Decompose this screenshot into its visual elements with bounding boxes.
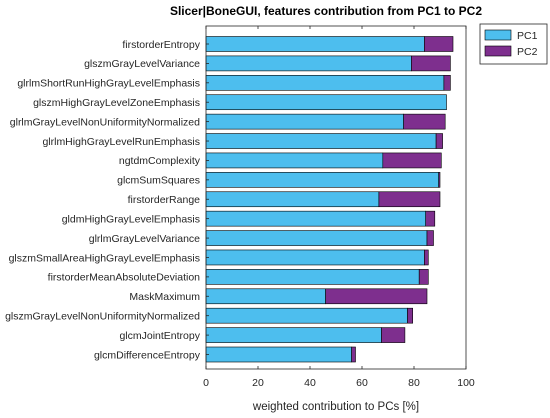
bar-pc1-6 — [205, 133, 437, 149]
bar-pc2-7 — [382, 152, 442, 169]
bar-pc2-15 — [407, 307, 413, 324]
bar-pc1-9 — [205, 191, 380, 208]
x-tick-label: 100 — [457, 377, 475, 389]
bar-pc2-5 — [403, 113, 446, 130]
bar-pc2-1 — [424, 36, 454, 52]
y-tick-label: glszmGrayLevelNonUniformityNormalized — [5, 310, 200, 322]
y-tick-label: firstorderEntropy — [122, 39, 200, 51]
bar-pc2-17 — [351, 346, 356, 363]
bar-pc2-16 — [381, 327, 406, 343]
x-tick-label: 60 — [356, 377, 368, 389]
legend-swatch-pc2 — [484, 45, 512, 57]
bar-pc1-7 — [205, 152, 384, 169]
bar-pc2-11 — [426, 230, 434, 246]
y-tick-label: glrlmGrayLevelVariance — [89, 233, 200, 245]
legend-label-pc2: PC2 — [517, 46, 538, 58]
x-ticks: 0 20 40 60 80 100 — [203, 26, 475, 389]
bars-group — [205, 36, 454, 363]
bar-pc2-3 — [443, 75, 451, 91]
y-tick-label: glszmSmallAreaHighGrayLevelEmphasis — [9, 252, 200, 264]
bar-pc2-13 — [418, 269, 429, 285]
bar-pc1-10 — [205, 210, 426, 227]
bar-pc1-11 — [205, 230, 428, 246]
bar-pc2-6 — [435, 133, 443, 149]
y-tick-label: glrlmHighGrayLevelRunEmphasis — [42, 136, 200, 148]
x-tick-label: 20 — [252, 377, 264, 389]
bar-pc1-4 — [205, 94, 447, 111]
y-tick-label: ngtdmComplexity — [119, 155, 201, 167]
bar-pc1-17 — [205, 346, 352, 363]
y-tick-label: glszmGrayLevelVariance — [84, 58, 200, 70]
y-tick-label: glcmSumSquares — [117, 175, 200, 187]
y-tick-label: glszmHighGrayLevelZoneEmphasis — [33, 97, 200, 109]
plot-area-frame — [205, 25, 467, 370]
bar-pc2-2 — [411, 55, 451, 72]
y-tick-label: gldmHighGrayLevelEmphasis — [62, 213, 200, 225]
legend-label-pc1: PC1 — [517, 30, 538, 42]
bar-pc1-3 — [205, 75, 445, 91]
bar-pc2-9 — [378, 191, 441, 208]
x-tick-label: 40 — [304, 377, 316, 389]
y-tick-label: firstorderMeanAbsoluteDeviation — [48, 272, 200, 284]
y-tick-label: glcmDifferenceEntropy — [94, 349, 201, 361]
bar-pc1-5 — [205, 113, 404, 130]
bar-pc2-14 — [325, 288, 428, 305]
legend-swatch-pc1 — [484, 29, 512, 41]
bar-pc1-8 — [205, 172, 439, 188]
bar-pc1-14 — [205, 288, 326, 305]
y-tick-label: glrlmShortRunHighGrayLevelEmphasis — [17, 78, 200, 90]
x-tick-label: 80 — [408, 377, 420, 389]
bar-pc1-12 — [205, 249, 425, 266]
y-tick-label: firstorderRange — [128, 194, 201, 206]
x-tick-label: 0 — [203, 377, 209, 389]
bar-pc1-2 — [205, 55, 412, 72]
bar-pc2-12 — [424, 249, 429, 266]
bar-pc2-10 — [425, 210, 436, 227]
y-tick-labels: firstorderEntropy glszmGrayLevelVariance g… — [5, 39, 209, 361]
y-tick-label: glcmJointEntropy — [119, 330, 200, 342]
chart-title: Slicer|BoneGUI, features contribution fr… — [170, 4, 482, 18]
bar-pc1-13 — [205, 269, 420, 285]
bar-pc2-8 — [438, 172, 441, 188]
y-tick-label: MaskMaximum — [129, 291, 200, 303]
bar-pc1-1 — [205, 36, 425, 52]
bar-pc1-16 — [205, 327, 382, 343]
x-axis-label: weighted contribution to PCs [%] — [252, 401, 419, 413]
bar-pc1-15 — [205, 307, 408, 324]
y-tick-label: glrlmGrayLevelNonUniformityNormalized — [10, 116, 200, 128]
